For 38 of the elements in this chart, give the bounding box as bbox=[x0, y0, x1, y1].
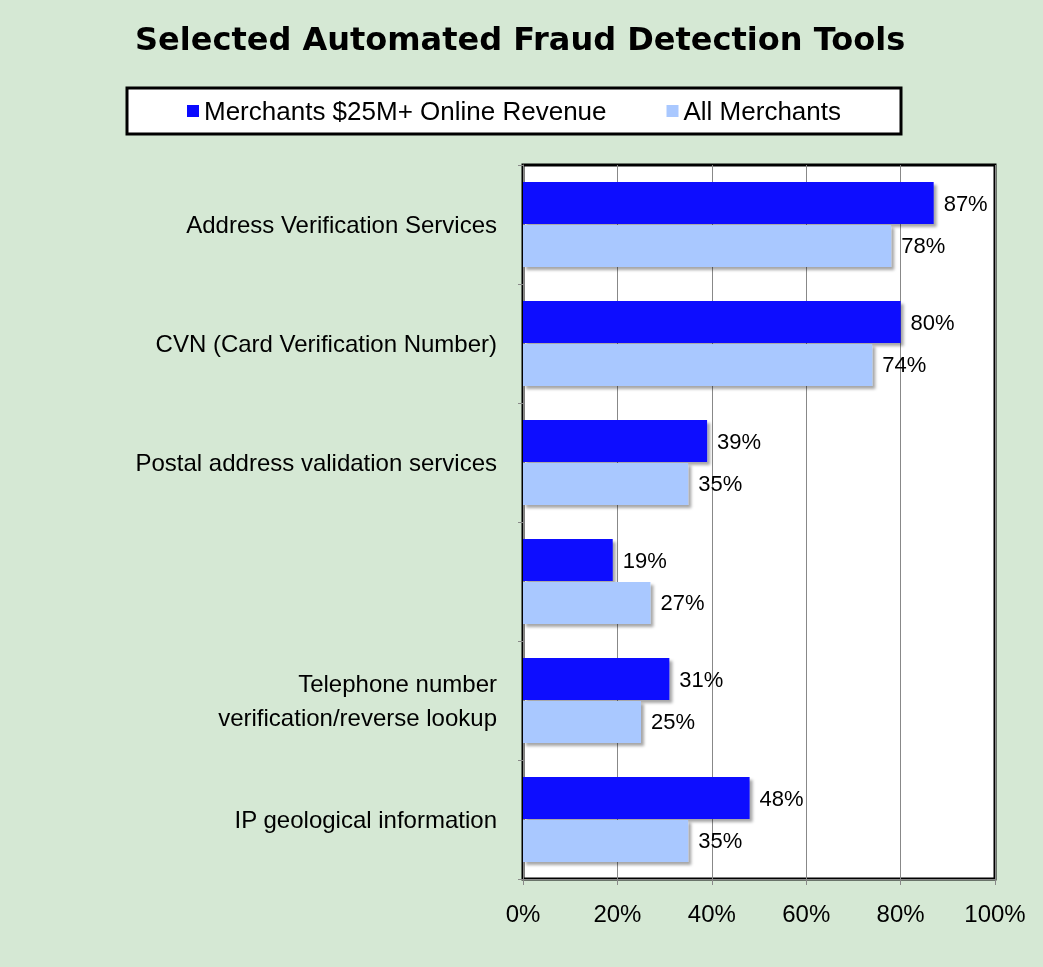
data-label: 78% bbox=[901, 233, 946, 259]
data-label: 74% bbox=[882, 352, 927, 378]
data-label: 80% bbox=[910, 309, 955, 335]
chart-title: Selected Automated Fraud Detection Tools bbox=[135, 20, 906, 58]
x-tick-label: 20% bbox=[593, 899, 642, 927]
y-tick-label: Telephone number verification/reverse lookup bbox=[218, 670, 497, 731]
x-tick-label: 80% bbox=[876, 899, 925, 927]
y-tick-label: IP geological information bbox=[234, 806, 497, 833]
x-tick-label: 0% bbox=[505, 899, 541, 927]
bar bbox=[523, 581, 651, 624]
bar bbox=[523, 700, 641, 743]
bar bbox=[523, 301, 901, 344]
y-tick-label: Address Verification Services bbox=[186, 211, 497, 238]
data-label: 48% bbox=[759, 785, 804, 811]
data-label: 35% bbox=[698, 471, 743, 497]
bar bbox=[523, 462, 689, 505]
y-tick-label: Postal address validation services bbox=[135, 449, 497, 476]
x-tick-label: 60% bbox=[782, 899, 831, 927]
bar bbox=[523, 539, 613, 582]
x-tick-label: 40% bbox=[687, 899, 736, 927]
bar bbox=[523, 420, 708, 463]
bar bbox=[523, 777, 750, 820]
data-label: 35% bbox=[698, 828, 743, 854]
data-label: 25% bbox=[651, 709, 696, 735]
data-label: 19% bbox=[622, 547, 667, 573]
y-tick-label: CVN (Card Verification Number) bbox=[155, 330, 497, 357]
legend-label: Merchants $25M+ Online Revenue bbox=[204, 96, 607, 126]
data-label: 27% bbox=[660, 590, 705, 616]
bar bbox=[523, 658, 670, 701]
legend-label: All Merchants bbox=[683, 96, 841, 126]
bar bbox=[523, 224, 892, 267]
bar bbox=[523, 343, 873, 386]
x-tick-label: 100% bbox=[964, 899, 1026, 927]
bar bbox=[523, 182, 934, 225]
data-label: 31% bbox=[679, 666, 724, 692]
data-label: 39% bbox=[717, 428, 762, 454]
data-label: 87% bbox=[943, 190, 988, 216]
bar bbox=[523, 819, 689, 862]
